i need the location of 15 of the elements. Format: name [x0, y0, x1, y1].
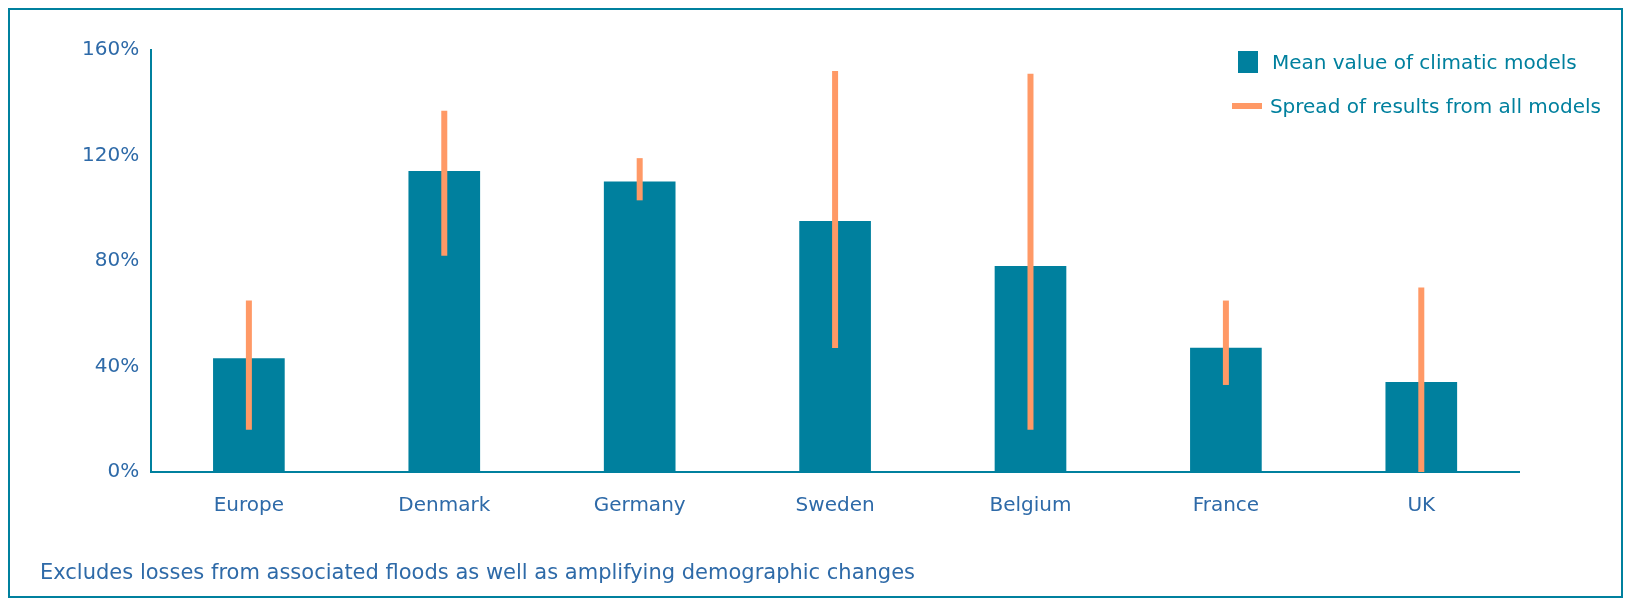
- annotation: Spread of results from all models: [1269, 94, 1601, 118]
- text: Excludes losses from associated floods as well as amplifying demographic changes: [40, 560, 916, 584]
- legend-label: Mean value of climatic models: [1271, 50, 1577, 74]
- x-tick-label: Sweden: [795, 492, 875, 517]
- y-tick-label: 40%: [94, 352, 140, 377]
- x-tick-label: UK: [1407, 492, 1437, 517]
- x-tick-label: Denmark: [398, 492, 491, 517]
- x-tick-label: France: [1192, 492, 1260, 517]
- x-tick-label: Germany: [593, 492, 686, 517]
- x-tick-label: Belgium: [989, 492, 1072, 517]
- y-tick-label: 160%: [81, 36, 140, 61]
- y-tick-label: 120%: [81, 141, 140, 166]
- x-tick-label: Europe: [213, 492, 285, 517]
- y-tick-label: 80%: [94, 247, 140, 272]
- y-tick-label: 0%: [107, 458, 140, 483]
